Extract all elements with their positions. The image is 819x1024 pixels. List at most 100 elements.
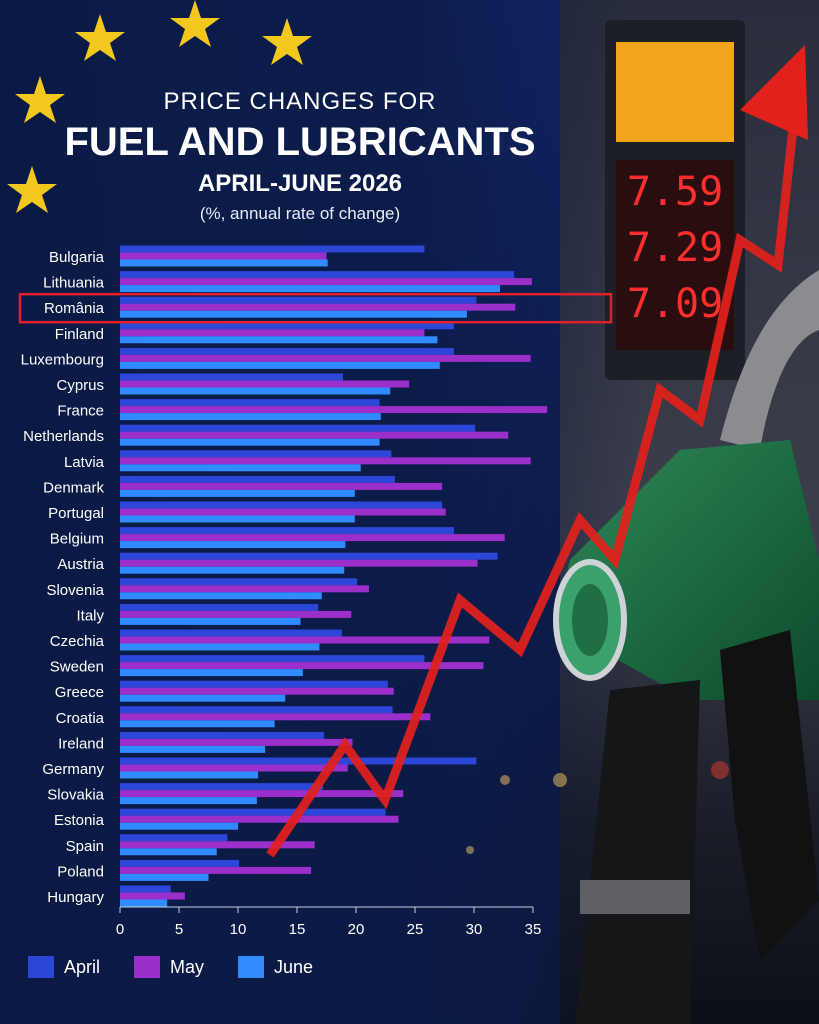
legend-item-april: April bbox=[28, 956, 100, 978]
legend: April May June bbox=[28, 956, 313, 978]
bar-june bbox=[120, 387, 391, 395]
bar-april bbox=[120, 680, 388, 688]
category-label: Austria bbox=[57, 556, 104, 573]
bar-june bbox=[120, 873, 209, 881]
bar-june bbox=[120, 336, 438, 344]
bar-may bbox=[120, 252, 327, 260]
bar-may bbox=[120, 508, 446, 516]
bar-april bbox=[120, 373, 344, 381]
x-tick-label: 15 bbox=[289, 921, 306, 938]
bar-april bbox=[120, 629, 342, 637]
bar-june bbox=[120, 643, 320, 651]
bar-april bbox=[120, 655, 425, 663]
street-lights bbox=[466, 761, 729, 854]
bar-april bbox=[120, 296, 477, 304]
bar-may bbox=[120, 790, 404, 798]
bar-may bbox=[120, 662, 484, 670]
bars bbox=[120, 245, 548, 907]
bar-june bbox=[120, 720, 275, 728]
bar-may bbox=[120, 559, 478, 567]
category-label: Czechia bbox=[50, 633, 105, 650]
trend-arrow-line bbox=[266, 109, 800, 858]
bar-june bbox=[120, 592, 322, 600]
bar-june bbox=[120, 822, 238, 830]
category-label: Luxembourg bbox=[21, 351, 104, 368]
bar-may bbox=[120, 534, 505, 542]
bar-may bbox=[120, 431, 509, 439]
bar-may bbox=[120, 892, 185, 900]
bar-june bbox=[120, 361, 440, 369]
bar-may bbox=[120, 841, 315, 849]
x-tick-label: 20 bbox=[348, 921, 365, 938]
bar-may bbox=[120, 278, 532, 286]
bar-june bbox=[120, 669, 303, 677]
category-label: Greece bbox=[55, 684, 104, 701]
legend-label-april: April bbox=[64, 956, 101, 977]
price-sign-digit: 7.09 bbox=[627, 281, 723, 327]
bar-may bbox=[120, 866, 312, 874]
category-label: Finland bbox=[55, 326, 104, 343]
bar-may bbox=[120, 713, 431, 721]
bar-june bbox=[120, 797, 257, 805]
category-label: Sweden bbox=[50, 659, 104, 676]
category-label: Netherlands bbox=[23, 428, 104, 445]
category-label: Latvia bbox=[64, 454, 105, 471]
bar-april bbox=[120, 552, 498, 560]
bar-april bbox=[120, 245, 425, 253]
x-tick-label: 25 bbox=[407, 921, 424, 938]
price-sign-digit: 7.59 bbox=[627, 169, 723, 215]
category-label: Germany bbox=[42, 761, 104, 778]
price-sign bbox=[605, 20, 745, 380]
bar-june bbox=[120, 745, 266, 753]
category-labels: Bulgaria Lithuania România Finland Luxembour… bbox=[21, 249, 105, 906]
x-axis: 0 5 10 15 20 25 30 35 bbox=[116, 906, 541, 938]
bar-june bbox=[120, 771, 259, 779]
bar-april bbox=[120, 578, 358, 586]
bar-may bbox=[120, 329, 425, 337]
category-label: Croatia bbox=[56, 710, 105, 727]
category-label: Ireland bbox=[58, 735, 104, 752]
trend-arrow bbox=[266, 45, 808, 858]
category-label: Estonia bbox=[54, 812, 105, 829]
category-label: Italy bbox=[76, 607, 104, 624]
bar-may bbox=[120, 585, 369, 593]
category-label: Poland bbox=[57, 863, 104, 880]
category-label: Slovakia bbox=[47, 787, 104, 804]
category-label: Denmark bbox=[43, 479, 104, 496]
category-label: Slovenia bbox=[46, 582, 104, 599]
bar-june bbox=[120, 617, 301, 625]
bar-april bbox=[120, 783, 323, 791]
bar-april bbox=[120, 322, 454, 330]
title-period: APRIL-JUNE 2026 bbox=[197, 170, 403, 197]
bar-june bbox=[120, 285, 500, 293]
highlight-box bbox=[18, 292, 613, 324]
eu-stars bbox=[7, 0, 312, 213]
bar-april bbox=[120, 731, 325, 739]
category-label: Spain bbox=[66, 838, 104, 855]
bar-may bbox=[120, 636, 490, 644]
bar-june bbox=[120, 310, 467, 318]
legend-label-june: June bbox=[274, 956, 314, 977]
title-main: FUEL AND LUBRICANTS bbox=[64, 120, 536, 164]
bar-may bbox=[120, 764, 348, 772]
bar-april bbox=[120, 399, 380, 407]
bar-april bbox=[120, 885, 171, 893]
category-label: Cyprus bbox=[56, 377, 104, 394]
legend-swatch-june bbox=[238, 956, 265, 978]
price-sign-digits: 7.59 7.29 7.09 bbox=[627, 169, 723, 327]
bar-june bbox=[120, 489, 355, 497]
bar-june bbox=[120, 464, 361, 472]
bar-may bbox=[120, 406, 548, 414]
bar-june bbox=[120, 259, 328, 267]
bar-may bbox=[120, 354, 531, 362]
title-units: (%, annual rate of change) bbox=[199, 204, 401, 223]
bar-april bbox=[120, 475, 395, 483]
bar-april bbox=[120, 859, 240, 867]
bar-april bbox=[120, 834, 228, 842]
bar-april bbox=[120, 527, 454, 535]
bar-june bbox=[120, 413, 381, 421]
bar-may bbox=[120, 815, 399, 823]
bar-may bbox=[120, 482, 443, 490]
highlight-box-romania bbox=[18, 292, 613, 324]
